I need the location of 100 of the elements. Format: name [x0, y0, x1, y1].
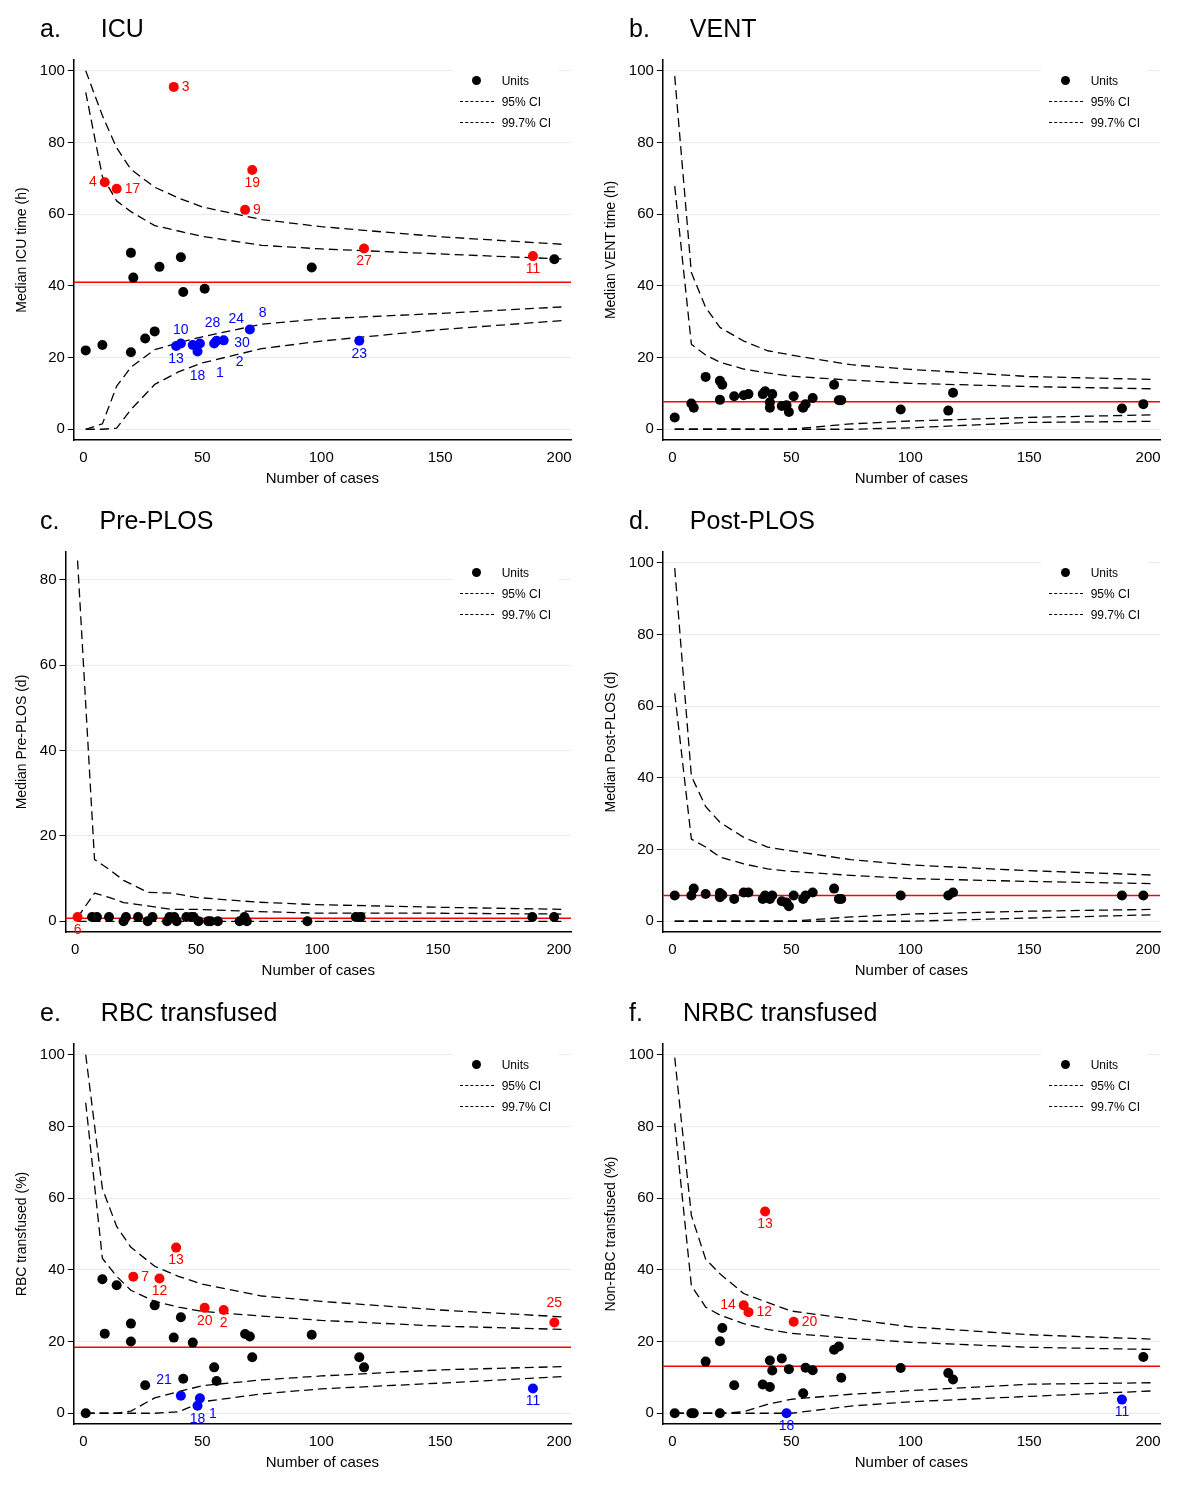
y-tick-label: 100 — [39, 60, 65, 78]
y-tick-label: 40 — [39, 740, 57, 758]
annotation: 9 — [253, 200, 262, 217]
y-axis-title: RBC transfused (%) — [13, 1171, 30, 1297]
y-tick-label: 80 — [48, 1116, 65, 1134]
legend-label: 95% CI — [501, 94, 541, 109]
x-tick-label: 150 — [1016, 1432, 1042, 1450]
annotation: 19 — [244, 173, 261, 190]
y-tick-label: 80 — [48, 132, 65, 150]
x-tick-label: 0 — [79, 1432, 88, 1450]
x-tick-label: 200 — [546, 1432, 572, 1450]
y-tick-label: 0 — [56, 419, 65, 437]
legend-label: Units — [1090, 565, 1118, 580]
chart-title: d. Post-PLOS — [629, 506, 815, 534]
y-tick-label: 40 — [637, 767, 654, 785]
legend-label: Units — [1090, 73, 1118, 88]
annotation: 3 — [181, 77, 190, 94]
annotation: 8 — [258, 304, 267, 321]
legend-label: 99.7% CI — [501, 607, 551, 622]
y-tick-label: 20 — [48, 1331, 65, 1349]
annotation: 13 — [168, 1251, 185, 1268]
annotation: 1 — [215, 364, 224, 381]
x-tick-label: 100 — [308, 1432, 334, 1450]
y-tick-label: 60 — [637, 204, 654, 222]
legend-label: Units — [501, 73, 529, 88]
annotation: 30 — [234, 334, 250, 351]
y-tick-label: 0 — [645, 419, 654, 437]
x-tick-label: 200 — [546, 448, 572, 466]
y-tick-label: 0 — [645, 1403, 654, 1421]
annotation: 2 — [219, 1313, 228, 1330]
annotation: 23 — [351, 344, 368, 361]
x-axis-title: Number of cases — [854, 1453, 969, 1471]
x-tick-label: 150 — [1016, 940, 1042, 958]
legend-label: 95% CI — [501, 586, 541, 601]
y-tick-label: 60 — [48, 204, 65, 222]
x-axis-title: Number of cases — [265, 469, 380, 487]
annotation: 28 — [204, 313, 221, 330]
chart-title: b. VENT — [629, 14, 757, 42]
annotation: 12 — [151, 1282, 168, 1299]
y-tick-label: 60 — [637, 1188, 654, 1206]
x-axis-title: Number of cases — [265, 1453, 380, 1471]
x-tick-label: 100 — [897, 448, 923, 466]
y-tick-label: 20 — [39, 826, 57, 844]
chart-title: c. Pre-PLOS — [40, 506, 214, 534]
x-tick-label: 100 — [308, 448, 334, 466]
annotation: 1 — [208, 1405, 217, 1422]
annotation: 10 — [173, 321, 189, 338]
x-tick-label: 150 — [1016, 448, 1042, 466]
y-tick-label: 80 — [637, 132, 654, 150]
annotation: 11 — [525, 259, 541, 276]
y-axis-title: Median Post-PLOS (d) — [602, 671, 619, 813]
x-tick-label: 150 — [427, 448, 453, 466]
legend-label: 95% CI — [1090, 586, 1130, 601]
annotation: 4 — [88, 173, 97, 190]
x-tick-label: 100 — [304, 940, 330, 958]
annotation: 2 — [235, 353, 244, 370]
x-tick-label: 200 — [546, 940, 572, 958]
x-tick-label: 50 — [193, 1432, 211, 1450]
y-tick-label: 60 — [39, 655, 57, 673]
y-tick-label: 60 — [48, 1188, 65, 1206]
chart-title: e. RBC transfused — [40, 998, 278, 1026]
x-tick-label: 50 — [782, 448, 800, 466]
y-axis-title: Median ICU time (h) — [13, 187, 30, 313]
chart-title: a. ICU — [40, 14, 144, 42]
x-tick-label: 50 — [193, 448, 211, 466]
annotation: 11 — [1114, 1403, 1130, 1420]
x-tick-label: 0 — [668, 448, 677, 466]
annotation: 14 — [720, 1296, 736, 1313]
x-tick-label: 50 — [782, 940, 800, 958]
annotation: 12 — [756, 1303, 773, 1320]
y-tick-label: 100 — [39, 1044, 65, 1062]
annotation: 7 — [141, 1267, 150, 1284]
y-tick-label: 100 — [628, 60, 654, 78]
y-tick-label: 80 — [39, 569, 57, 587]
y-tick-label: 60 — [637, 696, 654, 714]
x-tick-label: 150 — [425, 940, 451, 958]
legend-label: Units — [501, 1057, 529, 1072]
x-tick-label: 200 — [1135, 940, 1161, 958]
x-tick-label: 50 — [187, 940, 205, 958]
y-tick-label: 100 — [628, 1044, 654, 1062]
x-tick-label: 50 — [782, 1432, 800, 1450]
y-tick-label: 20 — [637, 1331, 654, 1349]
x-tick-label: 0 — [79, 448, 88, 466]
x-tick-label: 0 — [668, 1432, 677, 1450]
annotation: 20 — [801, 1312, 818, 1329]
y-tick-label: 20 — [637, 347, 654, 365]
x-axis-title: Number of cases — [854, 469, 969, 487]
y-tick-label: 0 — [645, 911, 654, 929]
annotation: 17 — [124, 179, 141, 196]
y-tick-label: 40 — [48, 1259, 65, 1277]
y-tick-label: 20 — [48, 347, 65, 365]
annotation: 21 — [156, 1370, 173, 1387]
x-tick-label: 100 — [897, 940, 923, 958]
y-axis-title: Median Pre-PLOS (d) — [13, 674, 30, 810]
y-tick-label: 40 — [637, 275, 654, 293]
legend-label: 99.7% CI — [1090, 115, 1140, 130]
y-axis-title: Median VENT time (h) — [602, 180, 619, 320]
legend-label: Units — [1090, 1057, 1118, 1072]
x-axis-title: Number of cases — [261, 961, 375, 979]
y-tick-label: 0 — [48, 911, 57, 929]
